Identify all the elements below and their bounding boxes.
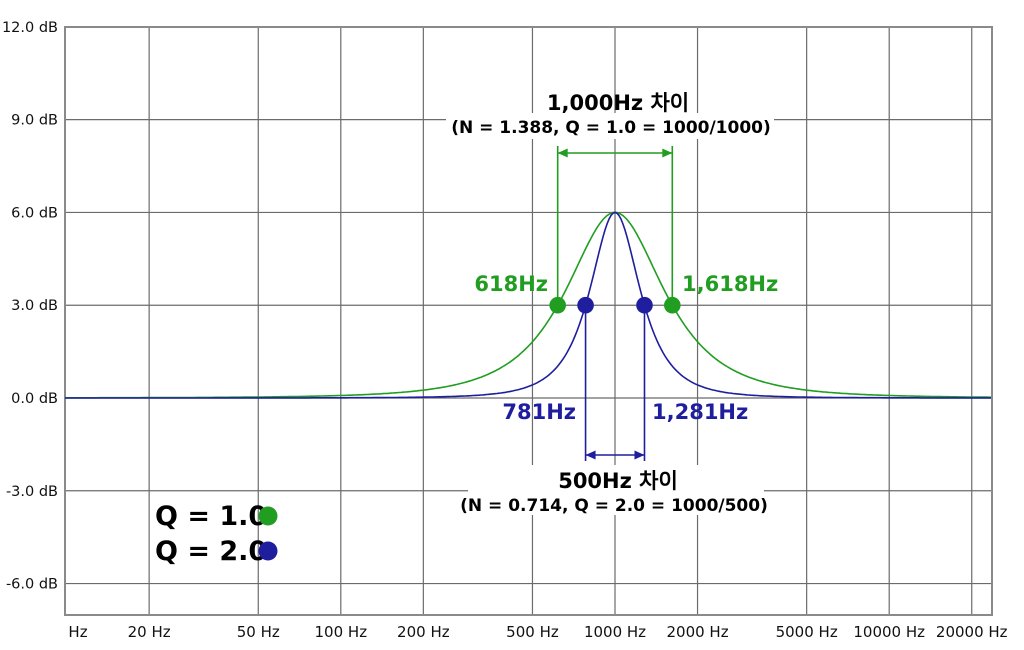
y-tick-label: -3.0 dB: [6, 484, 58, 500]
y-tick-label: 12.0 dB: [2, 20, 58, 36]
x-tick-label: 50 Hz: [237, 623, 280, 641]
legend-label-q2: Q = 2.0: [155, 536, 267, 567]
legend-dot-q1-icon: [258, 506, 278, 526]
annotation-q2-backing: [468, 465, 764, 515]
plot-border: [64, 26, 993, 616]
point-label-q1-high: 1,618Hz: [682, 272, 778, 296]
y-tick-label: -6.0 dB: [6, 577, 58, 593]
x-tick-label: 10000 Hz: [853, 623, 925, 641]
point-label-q1-low: 618Hz: [474, 272, 548, 296]
annotation-background-layer: [446, 113, 774, 515]
text-layer: 1,000Hz 차이 (N = 1.388, Q = 1.0 = 1000/10…: [451, 91, 778, 516]
y-tick-label: 6.0 dB: [11, 205, 58, 221]
x-tick-label: 20 Hz: [128, 623, 171, 641]
annotation-q2-subtitle: (N = 0.714, Q = 2.0 = 1000/500): [460, 496, 768, 516]
response-curve-q2: [65, 211, 991, 399]
arrowhead-right-icon: [634, 450, 645, 460]
x-tick-label: 100 Hz: [315, 623, 368, 641]
marker-layer: [549, 296, 681, 314]
y-tick-label: 3.0 dB: [11, 298, 58, 314]
data-point-q2: [577, 296, 594, 314]
x-tick-label: 200 Hz: [397, 623, 450, 641]
y-tick-label: 9.0 dB: [11, 113, 58, 129]
data-point-q1: [549, 296, 566, 314]
x-tick-label: 1000 Hz: [584, 623, 646, 641]
data-point-q1: [664, 296, 681, 314]
dimension-layer: [556, 146, 674, 461]
point-label-q2-low: 781Hz: [502, 400, 576, 424]
annotation-q1-backing: [446, 113, 774, 139]
x-tick-label: 5000 Hz: [776, 623, 838, 641]
curve-layer: [65, 211, 991, 399]
legend-dot-q2-icon: [258, 541, 278, 561]
data-point-q2: [636, 296, 653, 314]
arrowhead-right-icon: [662, 148, 673, 158]
legend: Q = 1.0 Q = 2.0: [155, 501, 278, 567]
y-tick-label: 0.0 dB: [11, 391, 58, 407]
arrowhead-left-icon: [557, 148, 568, 158]
annotation-q1-subtitle: (N = 1.388, Q = 1.0 = 1000/1000): [451, 118, 771, 138]
x-tick-label: 2000 Hz: [666, 623, 728, 641]
bandwidth-dimension-q1: [556, 146, 674, 306]
annotation-q2-title: 500Hz 차이: [558, 469, 678, 493]
x-tick-label: 500 Hz: [506, 623, 559, 641]
bandwidth-dimension-q2: [584, 305, 646, 461]
arrowhead-left-icon: [585, 450, 596, 460]
point-label-q2-high: 1,281Hz: [652, 400, 748, 424]
legend-label-q1: Q = 1.0: [155, 501, 267, 532]
annotation-q1-title: 1,000Hz 차이: [547, 91, 689, 115]
tick-label-layer: 12.0 dB 9.0 dB 6.0 dB 3.0 dB 0.0 dB -3.0 dB -6…: [2, 20, 1008, 641]
x-tick-label: Hz: [68, 623, 87, 641]
x-tick-label: 20000 Hz: [936, 623, 1008, 641]
